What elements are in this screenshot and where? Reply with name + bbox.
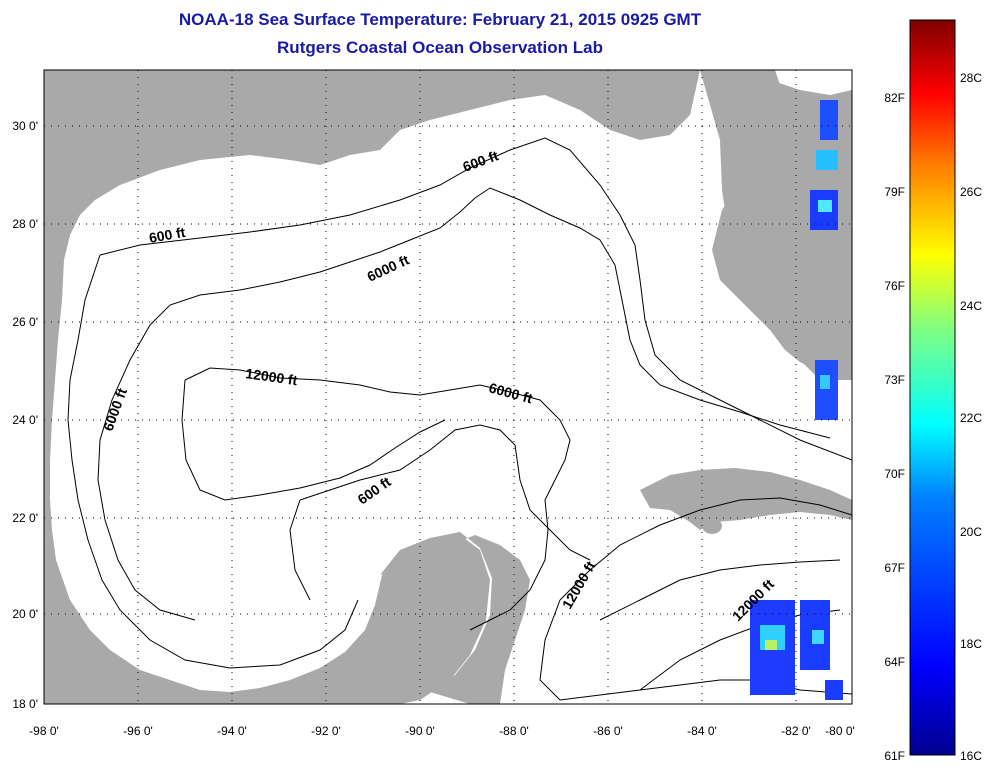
lon-tick: -90 0' (405, 724, 435, 738)
fahrenheit-label: 64F (884, 655, 905, 669)
lat-tick: 30 0' (12, 119, 38, 133)
lon-tick: -86 0' (593, 724, 623, 738)
fahrenheit-label: 67F (884, 561, 905, 575)
lat-tick-labels: 18 0' 20 0' 22 0' 24 0' 26 0' 28 0' 30 0… (12, 119, 38, 711)
lat-tick: 18 0' (12, 697, 38, 711)
fahrenheit-label: 61F (884, 749, 905, 763)
yucatan-land (380, 532, 530, 704)
celsius-label: 22C (960, 411, 982, 425)
florida-land (700, 70, 828, 368)
bathymetry-contours (67, 137, 852, 701)
lon-tick-labels: -98 0' -96 0' -94 0' -92 0' -90 0' -88 0… (29, 724, 855, 738)
lat-tick: 20 0' (12, 607, 38, 621)
contour-label: 600 ft (148, 224, 187, 246)
title-line-2: Rutgers Coastal Ocean Observation Lab (277, 38, 603, 57)
us-coast-land (44, 70, 852, 540)
lat-tick: 28 0' (12, 217, 38, 231)
lon-tick: -80 0' (825, 724, 855, 738)
fahrenheit-label: 76F (884, 279, 905, 293)
map-frame (43, 69, 853, 705)
celsius-label: 20C (960, 525, 982, 539)
mexico-land (44, 530, 490, 704)
lon-tick: -98 0' (29, 724, 59, 738)
lat-tick: 26 0' (12, 315, 38, 329)
lon-tick: -88 0' (499, 724, 529, 738)
celsius-label: 26C (960, 185, 982, 199)
title-line-1: NOAA-18 Sea Surface Temperature: Februar… (178, 10, 702, 29)
lon-tick: -82 0' (781, 724, 811, 738)
fahrenheit-label: 73F (884, 373, 905, 387)
celsius-label: 18C (960, 637, 982, 651)
sst-patches (750, 100, 843, 700)
lon-tick: -84 0' (687, 724, 717, 738)
lon-tick: -92 0' (311, 724, 341, 738)
fahrenheit-label: 70F (884, 467, 905, 481)
island-land (702, 518, 722, 534)
colorbar-fahrenheit-labels: 82F 79F 76F 73F 70F 67F 64F 61F (884, 91, 905, 763)
lon-tick: -96 0' (123, 724, 153, 738)
lat-tick: 22 0' (12, 511, 38, 525)
colorbar (909, 19, 956, 756)
celsius-label: 16C (960, 749, 982, 763)
celsius-label: 24C (960, 299, 982, 313)
contour-label: 12000 ft (245, 365, 299, 388)
lat-tick: 24 0' (12, 413, 38, 427)
celsius-label: 28C (960, 71, 982, 85)
fahrenheit-label: 82F (884, 91, 905, 105)
fahrenheit-label: 79F (884, 185, 905, 199)
cuba-land (640, 468, 852, 530)
colorbar-celsius-labels: 28C 26C 24C 22C 20C 18C 16C (960, 71, 982, 763)
lat-lon-grid (44, 70, 852, 704)
lon-tick: -94 0' (217, 724, 247, 738)
